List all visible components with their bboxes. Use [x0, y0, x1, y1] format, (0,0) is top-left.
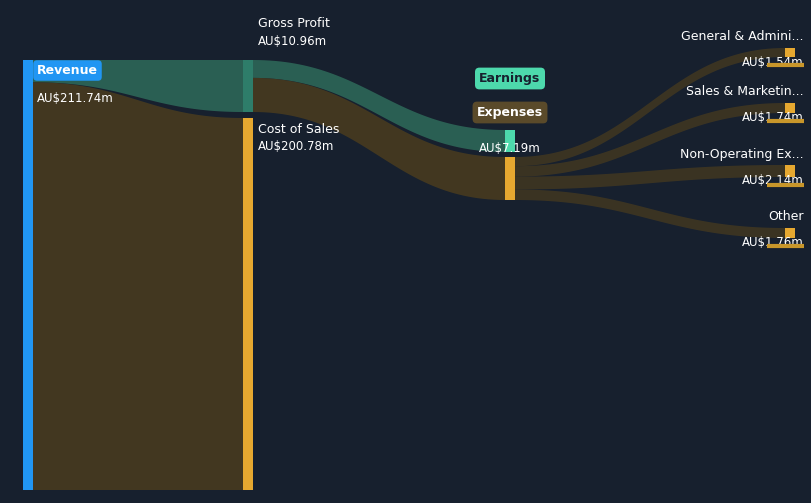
Polygon shape	[33, 82, 242, 490]
Polygon shape	[514, 190, 784, 238]
Polygon shape	[253, 60, 504, 152]
Bar	[242, 60, 253, 112]
Text: AU$211.74m: AU$211.74m	[37, 92, 114, 105]
Bar	[784, 228, 794, 238]
Text: AU$7.19m: AU$7.19m	[478, 142, 540, 155]
Text: AU$1.76m: AU$1.76m	[741, 236, 803, 249]
Text: Cost of Sales: Cost of Sales	[258, 123, 339, 136]
Polygon shape	[514, 165, 784, 190]
Bar	[242, 118, 253, 490]
Bar	[23, 60, 33, 490]
Text: Expenses: Expenses	[476, 106, 543, 119]
Polygon shape	[514, 48, 784, 166]
Text: Revenue: Revenue	[37, 64, 98, 77]
Text: AU$2.14m: AU$2.14m	[741, 174, 803, 187]
Polygon shape	[253, 78, 504, 200]
Text: General & Admini...: General & Admini...	[680, 30, 803, 42]
Text: Non-Operating Ex...: Non-Operating Ex...	[680, 148, 803, 161]
Text: Sales & Marketin...: Sales & Marketin...	[685, 85, 803, 98]
Text: AU$1.54m: AU$1.54m	[741, 55, 803, 68]
Text: Other: Other	[767, 210, 803, 223]
Bar	[784, 48, 794, 57]
Text: AU$1.74m: AU$1.74m	[741, 111, 803, 124]
Bar	[504, 130, 514, 152]
Text: Earnings: Earnings	[478, 72, 540, 85]
Bar	[784, 103, 794, 113]
Polygon shape	[33, 60, 242, 112]
Text: Gross Profit: Gross Profit	[258, 17, 329, 30]
Text: AU$200.78m: AU$200.78m	[258, 140, 334, 153]
Polygon shape	[514, 103, 784, 177]
Text: AU$3.77m: AU$3.77m	[478, 111, 540, 124]
Bar	[784, 165, 794, 177]
Bar	[504, 157, 514, 200]
Text: AU$10.96m: AU$10.96m	[258, 35, 327, 48]
